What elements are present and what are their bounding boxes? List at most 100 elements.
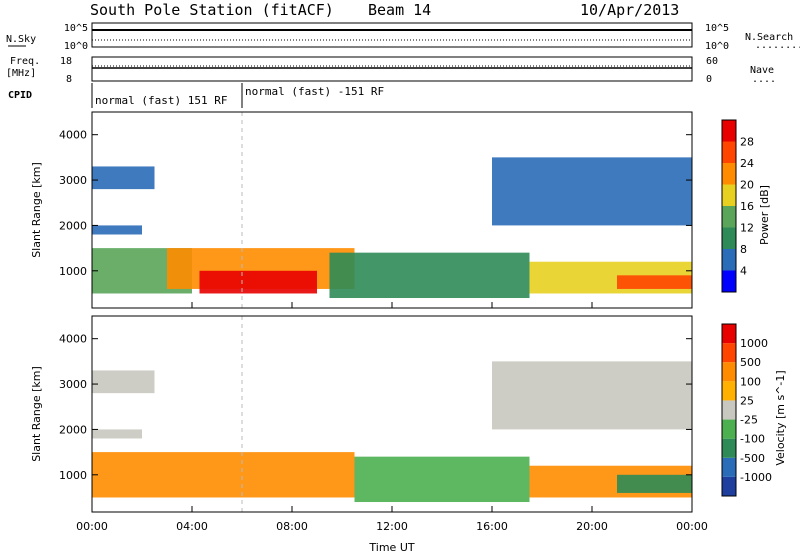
power-ytick-label-0: 1000	[59, 265, 87, 278]
power-panel: 1000 2000 3000 4000 Slant Range [km] 4 8 12 16…	[30, 111, 771, 309]
power-colorbar-seg-3	[722, 206, 736, 228]
velocity-region-1	[354, 456, 530, 503]
power-region-6	[92, 225, 142, 235]
noise-right-tick-bottom: 10^0	[705, 41, 729, 52]
power-colorbar-seg-0	[722, 270, 736, 292]
power-regions	[92, 112, 692, 308]
nave-key-line: ....	[752, 74, 776, 85]
freq-left-tick-bottom: 8	[66, 74, 72, 85]
cpid-segment-1: normal (fast) 151 RF	[95, 94, 227, 107]
velocity-colorbar-label-7: -1000	[740, 471, 772, 484]
noise-panel-frame	[91, 22, 693, 48]
power-colorbar-frame	[721, 119, 737, 293]
power-colorbar-label: Power [dB]	[758, 185, 771, 245]
freq-right-tick-bottom: 0	[706, 74, 712, 85]
power-colorbar-seg-1	[722, 249, 736, 271]
power-ylabel: Slant Range [km]	[30, 162, 43, 258]
nsearch-label: N.Search	[745, 32, 793, 43]
freq-panel: 18 8 60 0	[60, 56, 718, 85]
velocity-colorbar-seg-3	[722, 419, 736, 439]
freq-unit-label: [MHz]	[6, 68, 36, 79]
nsky-label: N.Sky	[6, 34, 36, 45]
power-region-8	[492, 157, 692, 226]
velocity-panel: 1000 2000 3000 4000 Slant Range [km] 1000 50…	[30, 302, 787, 554]
velocity-colorbar-label: Velocity [m s^-1]	[774, 370, 787, 465]
power-colorbar-label-2: 12	[740, 222, 754, 235]
power-colorbar-seg-2	[722, 227, 736, 249]
power-colorbar-seg-6	[722, 141, 736, 163]
noise-right-tick-top: 10^5	[705, 23, 729, 34]
power-region-5	[617, 275, 692, 289]
velocity-colorbar-label-4: -25	[740, 414, 758, 427]
power-colorbar: 4 8 12 16 20 24 28	[721, 119, 754, 293]
velocity-colorbar-label-1: 500	[740, 356, 761, 369]
noise-panel: 10^5 10^0 10^5 10^0	[64, 22, 729, 52]
velocity-colorbar-seg-1	[722, 457, 736, 477]
power-region-7	[92, 166, 155, 190]
xtick-label-3: 12:00	[376, 520, 408, 533]
velocity-region-4	[92, 429, 142, 439]
power-yaxis: 1000 2000 3000 4000	[59, 129, 692, 278]
nsearch-key-line: ........	[755, 40, 800, 51]
power-colorbar-seg-7	[722, 120, 736, 142]
cpid-segment-2: normal (fast) -151 RF	[245, 85, 384, 98]
xtick-label-4: 16:00	[476, 520, 508, 533]
xtick-label-6: 00:00	[676, 520, 708, 533]
velocity-colorbar-seg-0	[722, 476, 736, 496]
nave-label: Nave	[750, 65, 774, 76]
velocity-ytick-label-2: 3000	[59, 378, 87, 391]
power-ytick-label-2: 3000	[59, 174, 87, 187]
velocity-colorbar-seg-6	[722, 362, 736, 382]
velocity-yaxis: 1000 2000 3000 4000	[59, 333, 692, 482]
freq-left-tick-top: 18	[60, 56, 72, 67]
velocity-colorbar-seg-5	[722, 381, 736, 401]
time-xaxis: 00:00 04:00 08:00 12:00 16:00 20:00 00:00	[76, 302, 708, 533]
xtick-label-1: 04:00	[176, 520, 208, 533]
velocity-colorbar-seg-8	[722, 324, 736, 344]
xtick-label-0: 00:00	[76, 520, 108, 533]
velocity-region-3	[617, 474, 692, 493]
power-region-2	[199, 270, 317, 294]
power-ytick-label-3: 4000	[59, 129, 87, 142]
xtick-label-5: 20:00	[576, 520, 608, 533]
noise-left-tick-top: 10^5	[64, 23, 88, 34]
freq-label: Freq.	[10, 56, 40, 67]
velocity-colorbar-label-3: 25	[740, 394, 754, 407]
station-title: South Pole Station (fitACF)	[90, 1, 334, 19]
velocity-colorbar: 1000 500 100 25 -25 -100 -500 -1000	[721, 323, 772, 497]
velocity-region-6	[492, 361, 692, 430]
velocity-colorbar-label-2: 100	[740, 375, 761, 388]
power-colorbar-label-1: 8	[740, 243, 747, 256]
velocity-colorbar-seg-2	[722, 438, 736, 458]
power-colorbar-label-5: 24	[740, 157, 754, 170]
power-colorbar-label-4: 20	[740, 179, 754, 192]
velocity-colorbar-seg-7	[722, 343, 736, 363]
velocity-colorbar-label-6: -500	[740, 452, 765, 465]
velocity-colorbar-seg-4	[722, 400, 736, 420]
date-label: 10/Apr/2013	[580, 1, 679, 19]
power-colorbar-label-3: 16	[740, 200, 754, 213]
power-colorbar-label-6: 28	[740, 136, 754, 149]
freq-right-tick-top: 60	[706, 56, 718, 67]
time-xlabel: Time UT	[368, 541, 414, 554]
velocity-region-5	[92, 370, 155, 394]
velocity-colorbar-label-0: 1000	[740, 337, 768, 350]
power-region-3	[329, 252, 530, 299]
xtick-label-2: 08:00	[276, 520, 308, 533]
noise-series	[92, 29, 692, 41]
freq-panel-frame	[91, 56, 693, 82]
velocity-ytick-label-1: 2000	[59, 423, 87, 436]
velocity-ylabel: Slant Range [km]	[30, 366, 43, 462]
power-ytick-label-1: 2000	[59, 219, 87, 232]
cpid-panel: normal (fast) 151 RF normal (fast) -151 …	[91, 83, 384, 108]
power-colorbar-label-0: 4	[740, 265, 747, 278]
cpid-label: CPID	[8, 90, 32, 101]
velocity-region-0	[92, 452, 355, 498]
velocity-colorbar-frame	[721, 323, 737, 497]
velocity-ytick-label-0: 1000	[59, 469, 87, 482]
noise-left-tick-bottom: 10^0	[64, 41, 88, 52]
power-colorbar-seg-4	[722, 184, 736, 206]
velocity-colorbar-label-5: -100	[740, 433, 765, 446]
power-colorbar-seg-5	[722, 163, 736, 185]
